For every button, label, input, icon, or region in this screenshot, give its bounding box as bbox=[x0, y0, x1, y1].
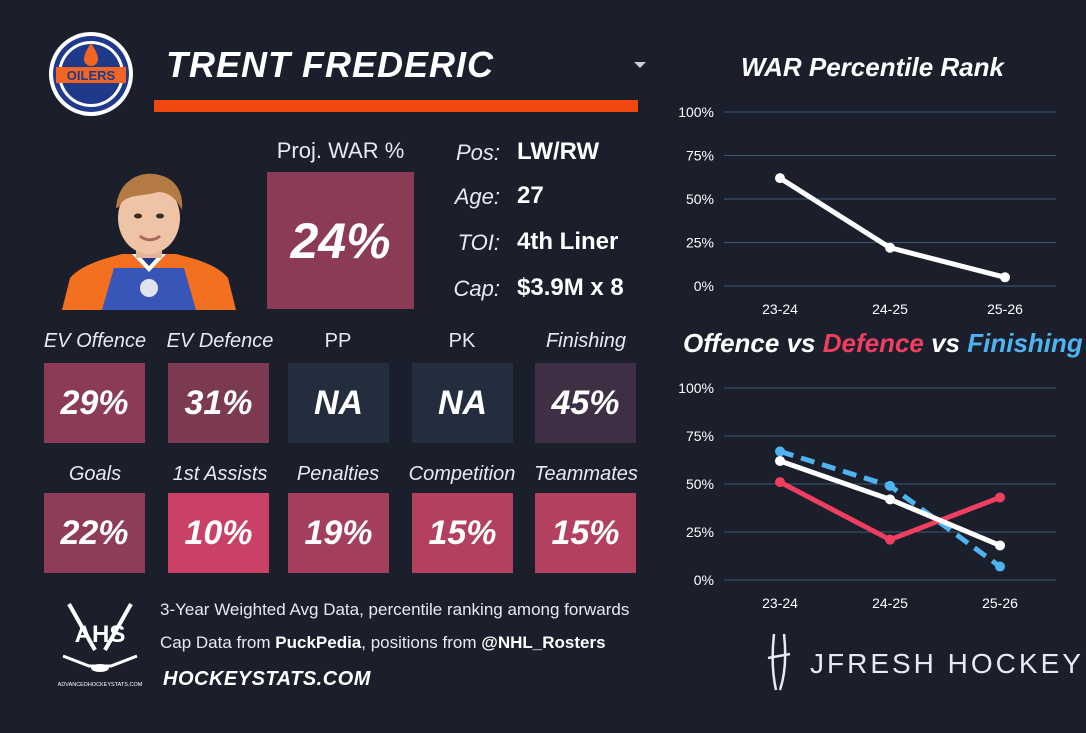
footnote-sources: Cap Data from PuckPedia, positions from … bbox=[160, 633, 606, 652]
cap-value: $3.9M x 8 bbox=[517, 274, 624, 301]
y-tick-label: 25% bbox=[686, 235, 714, 251]
title-finishing: Finishing bbox=[967, 328, 1083, 358]
first-assists-value: 10% bbox=[168, 493, 269, 573]
title-offence: Offence bbox=[683, 328, 780, 358]
data-point bbox=[775, 446, 785, 457]
nhl-rosters-handle: @NHL_Rosters bbox=[481, 633, 606, 652]
position-label: Pos: bbox=[455, 140, 500, 165]
data-point bbox=[995, 540, 1005, 551]
series-line bbox=[778, 176, 1006, 280]
y-tick-label: 75% bbox=[686, 428, 714, 444]
logo-text: OILERS bbox=[67, 68, 116, 83]
svg-text:AHS: AHS bbox=[75, 621, 126, 648]
pk-value: NA bbox=[412, 363, 513, 443]
teammates-value: 15% bbox=[535, 493, 636, 573]
ev-defence-label: EV Defence bbox=[166, 330, 274, 352]
ovdvf-chart-title: Offence vs Defence vs Finishing bbox=[683, 328, 1083, 359]
x-tick-label: 23-24 bbox=[762, 595, 798, 611]
data-point bbox=[1000, 272, 1010, 283]
y-tick-label: 0% bbox=[694, 572, 714, 588]
title-vs-1: vs bbox=[779, 328, 823, 358]
title-defence: Defence bbox=[822, 328, 924, 358]
x-tick-label: 25-26 bbox=[982, 595, 1018, 611]
first-assists-label: 1st Assists bbox=[172, 463, 268, 485]
player-name: TRENT FREDERIC bbox=[166, 44, 494, 85]
toi-label: TOI: bbox=[457, 230, 500, 255]
data-point bbox=[995, 492, 1005, 503]
toi-value: 4th Liner bbox=[517, 228, 619, 255]
jfresh-logo-icon bbox=[767, 633, 791, 691]
y-tick-label: 25% bbox=[686, 524, 714, 540]
pp-label: PP bbox=[324, 330, 352, 352]
pk-label: PK bbox=[448, 330, 476, 352]
finishing-value: 45% bbox=[535, 363, 636, 443]
name-underline-bar bbox=[154, 100, 638, 112]
title-vs-2: vs bbox=[923, 328, 968, 358]
data-point bbox=[995, 561, 1005, 572]
y-tick-label: 75% bbox=[686, 148, 714, 164]
x-tick-label: 23-24 bbox=[762, 301, 798, 317]
data-point bbox=[775, 173, 785, 184]
data-point bbox=[775, 455, 785, 466]
ev-offence-label: EV Offence bbox=[43, 330, 147, 352]
pp-value: NA bbox=[288, 363, 389, 443]
competition-value: 15% bbox=[412, 493, 513, 573]
y-tick-label: 0% bbox=[694, 278, 714, 294]
oilers-logo: OILERS bbox=[49, 32, 133, 116]
x-tick-label: 24-25 bbox=[872, 595, 908, 611]
player-headshot bbox=[62, 173, 236, 310]
jfresh-hockey-brand: JFRESH HOCKEY bbox=[810, 648, 1084, 679]
goals-value: 22% bbox=[44, 493, 145, 573]
x-tick-label: 25-26 bbox=[987, 301, 1023, 317]
x-tick-label: 24-25 bbox=[872, 301, 908, 317]
puckpedia-source: PuckPedia bbox=[275, 633, 362, 652]
y-tick-label: 50% bbox=[686, 476, 714, 492]
position-value: LW/RW bbox=[517, 138, 600, 165]
proj-war-label: Proj. WAR % bbox=[276, 138, 405, 163]
player-select-chevron-down-icon[interactable] bbox=[634, 62, 646, 68]
cap-label: Cap: bbox=[453, 276, 500, 301]
data-point bbox=[885, 242, 895, 253]
y-tick-label: 50% bbox=[686, 191, 714, 207]
svg-text:ADVANCEDHOCKEYSTATS.COM: ADVANCEDHOCKEYSTATS.COM bbox=[58, 682, 143, 688]
war-chart-title: WAR Percentile Rank bbox=[741, 52, 1004, 82]
data-point bbox=[775, 477, 785, 488]
finishing-label: Finishing bbox=[545, 330, 627, 352]
ev-defence-value: 31% bbox=[168, 363, 269, 443]
y-tick-label: 100% bbox=[678, 380, 714, 396]
hockeystats-site: HOCKEYSTATS.COM bbox=[163, 668, 371, 690]
data-point bbox=[885, 494, 895, 505]
ev-offence-value: 29% bbox=[44, 363, 145, 443]
offence-defence-finishing-chart: 0% 25% 50% 75% 100% 23-24 24-25 25-26 bbox=[678, 380, 1056, 611]
goals-label: Goals bbox=[68, 463, 122, 485]
competition-label: Competition bbox=[408, 463, 516, 485]
ahs-logo: AHS ADVANCEDHOCKEYSTATS.COM bbox=[58, 603, 143, 688]
proj-war-value: 24% bbox=[267, 172, 414, 309]
age-label: Age: bbox=[454, 184, 500, 209]
age-value: 27 bbox=[517, 182, 544, 209]
penalties-value: 19% bbox=[288, 493, 389, 573]
penalties-label: Penalties bbox=[296, 463, 380, 485]
y-tick-label: 100% bbox=[678, 104, 714, 120]
footnote-data-method: 3-Year Weighted Avg Data, percentile ran… bbox=[160, 600, 630, 619]
data-point bbox=[885, 480, 895, 491]
teammates-label: Teammates bbox=[534, 463, 638, 485]
war-percentile-chart: 0% 25% 50% 75% 100% 23-24 24-25 25-26 bbox=[678, 104, 1056, 317]
data-point bbox=[885, 534, 895, 545]
